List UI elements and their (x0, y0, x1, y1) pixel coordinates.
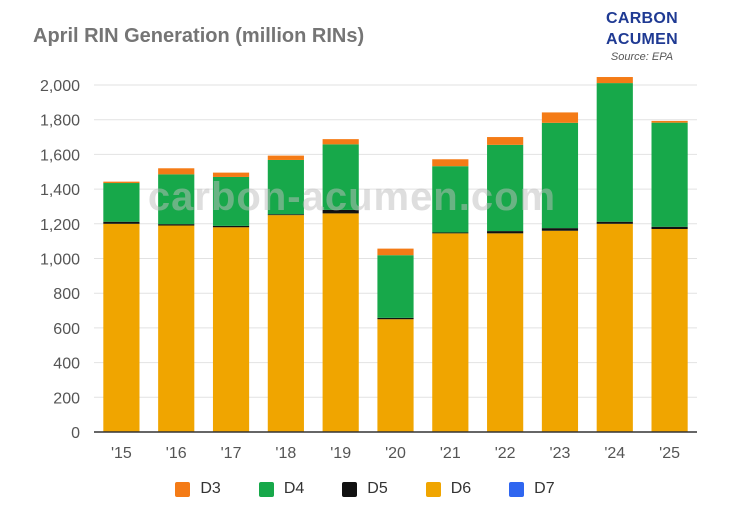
legend-label: D5 (367, 480, 388, 497)
bar-d4 (322, 144, 359, 210)
legend-item-d5: D5 (342, 480, 388, 498)
y-tick-label: 1,600 (40, 147, 80, 164)
x-tick-label: '19 (330, 445, 351, 462)
y-tick-label: 0 (71, 425, 80, 442)
brand-logo: CARBON ACUMEN Source: EPA (592, 8, 692, 64)
bar-d3 (432, 159, 469, 167)
bar-d6 (487, 233, 524, 432)
y-tick-label: 1,000 (40, 252, 80, 269)
bar-d4 (596, 83, 633, 222)
bar-d6 (377, 319, 414, 432)
legend-swatch (342, 481, 358, 497)
y-tick-label: 1,200 (40, 217, 80, 234)
x-tick-label: '18 (275, 445, 296, 462)
bar-d3 (487, 137, 524, 145)
bar-d3 (322, 139, 359, 145)
bar-d4 (377, 255, 414, 318)
bar-d6 (651, 229, 688, 432)
legend-item-d3: D3 (175, 480, 221, 498)
legend-swatch (175, 481, 191, 497)
y-tick-label: 1,800 (40, 113, 80, 130)
bar-d6 (158, 225, 195, 432)
bar-d6 (432, 233, 469, 432)
legend-label: D6 (450, 480, 472, 497)
legend-item-d7: D7 (509, 480, 555, 498)
bar-d3 (651, 120, 688, 123)
legend: D3 D4 D5 D6 D7 (0, 477, 730, 501)
bar-d3 (377, 248, 414, 256)
x-tick-label: '21 (440, 445, 461, 462)
bar-d5 (596, 221, 633, 224)
bar-d4 (487, 144, 524, 232)
x-tick-label: '23 (550, 445, 571, 462)
bar-d5 (322, 209, 359, 214)
bar-d6 (103, 223, 140, 432)
y-tick-label: 600 (53, 321, 80, 338)
legend-item-d6: D6 (425, 480, 472, 498)
bar-d3 (596, 77, 633, 84)
bar-d5 (267, 214, 304, 216)
y-tick-label: 1,400 (40, 182, 80, 199)
bar-d4 (432, 166, 469, 233)
x-tick-label: '22 (495, 445, 516, 462)
bar-d3 (267, 155, 304, 160)
bar-d6 (322, 213, 359, 432)
legend-swatch (258, 481, 274, 497)
bar-d5 (158, 224, 195, 226)
y-tick-label: 200 (53, 390, 80, 407)
x-tick-label: '15 (111, 445, 132, 462)
bar-d3 (212, 172, 250, 177)
bar-d5 (651, 226, 688, 230)
legend-label: D3 (200, 480, 221, 497)
bars (103, 77, 688, 432)
legend-swatch (425, 481, 441, 497)
bar-d4 (541, 122, 579, 229)
x-tick-label: '17 (221, 445, 242, 462)
y-tick-label: 800 (53, 286, 80, 303)
bar-d4 (651, 122, 688, 227)
axes: 0 200 400 600 800 1,000 1,200 1,400 1,600 1,800 2,… (40, 78, 697, 462)
legend-swatch (509, 481, 525, 497)
chart-plot: carbon-acumen.com 0 200 400 600 800 1,000 1,20… (40, 77, 697, 462)
bar-d5 (212, 225, 250, 228)
bar-d3 (541, 112, 579, 123)
bar-d5 (103, 221, 140, 224)
bar-d4 (212, 176, 250, 226)
legend-label: D4 (283, 480, 305, 497)
bar-d5 (541, 228, 579, 231)
x-tick-label: '24 (604, 445, 625, 462)
brand-line-1: CARBON (605, 10, 679, 27)
bar-d4 (103, 183, 140, 222)
bar-d3 (103, 181, 140, 184)
bar-d4 (267, 159, 304, 215)
bar-d6 (267, 215, 304, 432)
bar-d4 (158, 174, 195, 225)
x-tick-label: '25 (659, 445, 680, 462)
x-tick-label: '16 (166, 445, 187, 462)
brand-line-2: ACUMEN (605, 31, 679, 48)
bar-d5 (377, 317, 414, 320)
legend-label: D7 (534, 480, 555, 497)
bar-d6 (596, 223, 633, 432)
bar-d5 (432, 232, 469, 234)
x-tick-label: '20 (385, 445, 406, 462)
bar-d5 (487, 231, 524, 234)
y-tick-label: 2,000 (40, 78, 80, 95)
source-label: Source: EPA (610, 51, 674, 63)
y-tick-label: 400 (53, 356, 80, 373)
watermark: carbon-acumen.com (148, 175, 556, 219)
legend-item-d4: D4 (258, 480, 305, 498)
bar-d6 (541, 230, 579, 432)
bar-d6 (212, 227, 250, 432)
chart-title: April RIN Generation (million RINs) (33, 25, 365, 47)
bar-d3 (158, 168, 195, 175)
